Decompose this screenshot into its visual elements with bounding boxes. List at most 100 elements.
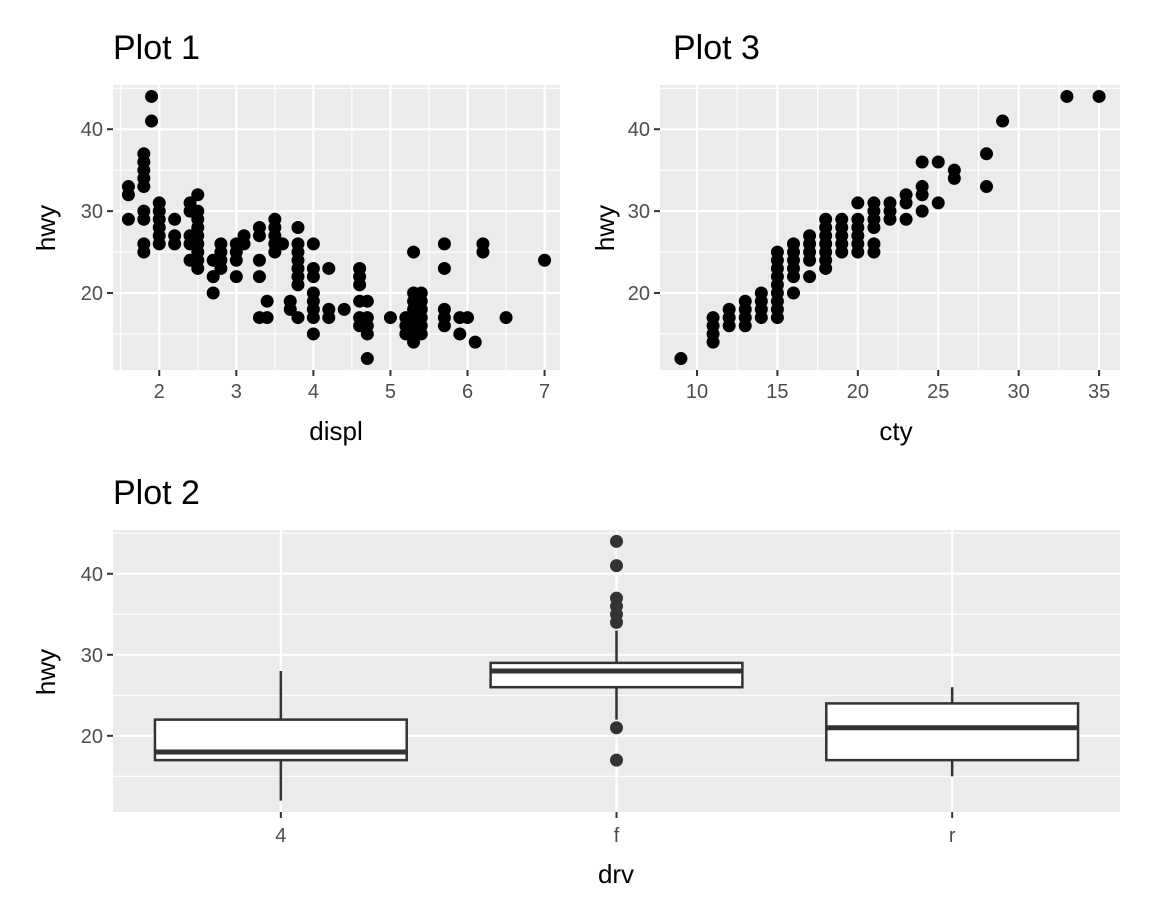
data-point — [915, 204, 929, 218]
y-tick-label: 20 — [628, 283, 650, 305]
data-point — [453, 327, 467, 341]
data-point — [206, 270, 220, 284]
data-point — [383, 311, 397, 325]
data-point — [980, 180, 994, 194]
y-tick-label: 20 — [81, 283, 103, 305]
data-point — [851, 212, 865, 226]
outlier-point — [610, 721, 623, 735]
data-point — [137, 204, 151, 218]
data-point — [468, 335, 482, 349]
x-tick-label: 10 — [686, 381, 708, 403]
x-tick-label: 3 — [231, 381, 242, 403]
x-tick-label: 30 — [1008, 381, 1030, 403]
plot-0-panel-background — [113, 85, 560, 370]
box-iqr — [825, 702, 1080, 762]
data-point — [437, 237, 451, 251]
data-point — [931, 155, 945, 169]
data-point — [214, 237, 228, 251]
data-point — [851, 196, 865, 210]
data-point — [883, 196, 897, 210]
data-point — [252, 253, 266, 267]
data-point — [306, 261, 320, 275]
data-point — [899, 188, 913, 202]
plot-1: Plot 1 displ hwy 2 3 4 5 6 7 20 30 40 — [31, 29, 560, 446]
data-point — [360, 294, 374, 308]
plot-2: Plot 2 drv hwy 4 f r 20 30 40 — [31, 474, 1120, 889]
data-point — [461, 311, 475, 325]
data-point — [706, 311, 720, 325]
y-tick-label: 40 — [628, 119, 650, 141]
plot-3-y-axis-title: hwy — [590, 205, 620, 251]
data-point — [437, 302, 451, 316]
data-point — [322, 302, 336, 316]
data-point — [1060, 89, 1074, 103]
y-tick-label: 30 — [81, 645, 103, 667]
data-point — [754, 286, 768, 300]
data-point — [915, 180, 929, 194]
data-point — [770, 245, 784, 259]
y-tick-label: 40 — [81, 119, 103, 141]
data-point — [276, 237, 290, 251]
data-point — [252, 270, 266, 284]
data-point — [145, 89, 159, 103]
data-point — [229, 270, 243, 284]
x-tick-label: 5 — [385, 381, 396, 403]
data-point — [252, 221, 266, 234]
data-point — [835, 212, 849, 226]
x-tick-label: r — [949, 825, 956, 847]
data-point — [414, 286, 428, 300]
data-point — [722, 302, 736, 316]
data-point — [538, 253, 552, 267]
x-tick-label: 6 — [462, 381, 473, 403]
data-point — [291, 311, 305, 325]
data-point — [168, 212, 182, 226]
data-point — [738, 294, 752, 308]
data-point — [291, 237, 305, 251]
x-tick-label: 7 — [539, 381, 550, 403]
data-point — [322, 261, 336, 275]
plot-2-title: Plot 2 — [113, 474, 200, 512]
data-point — [206, 286, 220, 300]
data-point — [353, 261, 367, 275]
x-tick-label: 4 — [275, 825, 286, 847]
x-tick-label: f — [614, 825, 620, 847]
data-point — [407, 245, 421, 259]
x-tick-label: 2 — [154, 381, 165, 403]
data-point — [360, 311, 374, 325]
data-point — [306, 237, 320, 251]
data-point — [137, 147, 151, 161]
data-point — [121, 180, 135, 194]
data-point — [980, 147, 994, 161]
data-point — [803, 229, 817, 243]
data-point — [947, 163, 961, 177]
data-point — [476, 237, 490, 251]
plot-1-title: Plot 1 — [113, 29, 200, 67]
data-point — [306, 327, 320, 341]
data-point — [867, 237, 881, 251]
data-point — [152, 196, 166, 210]
x-tick-label: 25 — [927, 381, 949, 403]
data-point — [260, 294, 274, 308]
data-point — [867, 196, 881, 210]
outlier-point — [610, 559, 623, 573]
y-tick-label: 40 — [81, 564, 103, 586]
outlier-point — [610, 753, 623, 767]
data-point — [291, 221, 305, 234]
plot-3-title: Plot 3 — [673, 29, 760, 67]
data-point — [437, 261, 451, 275]
y-tick-label: 30 — [81, 201, 103, 223]
x-tick-label: 15 — [766, 381, 788, 403]
data-point — [283, 294, 297, 308]
data-point — [786, 237, 800, 251]
data-point — [674, 352, 688, 366]
data-point — [915, 155, 929, 169]
data-point — [168, 229, 182, 243]
data-point — [260, 311, 274, 325]
data-point — [137, 237, 151, 251]
outlier-point — [610, 591, 623, 605]
data-point — [1092, 89, 1106, 103]
data-point — [931, 196, 945, 210]
data-point — [237, 229, 251, 243]
data-point — [145, 114, 159, 128]
